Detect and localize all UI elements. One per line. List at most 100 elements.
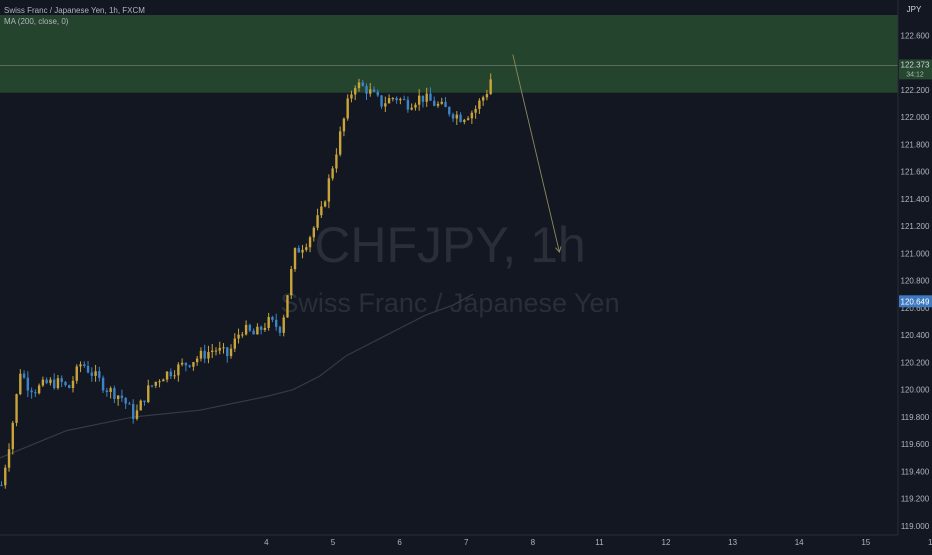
candle[interactable] xyxy=(338,126,342,157)
candle[interactable] xyxy=(83,361,86,368)
candle[interactable] xyxy=(459,112,462,123)
candle[interactable] xyxy=(173,370,176,380)
candle[interactable] xyxy=(86,360,90,374)
candle[interactable] xyxy=(267,312,270,331)
candle[interactable] xyxy=(113,385,116,404)
candle[interactable] xyxy=(169,368,173,379)
candle[interactable] xyxy=(357,78,361,92)
candle[interactable] xyxy=(37,383,41,395)
candle[interactable] xyxy=(470,110,474,124)
candle[interactable] xyxy=(132,399,135,424)
candle[interactable] xyxy=(271,315,274,323)
candle[interactable] xyxy=(180,358,184,367)
candle[interactable] xyxy=(451,112,455,122)
candle[interactable] xyxy=(252,328,255,335)
candle[interactable] xyxy=(79,361,82,373)
candle[interactable] xyxy=(395,96,398,104)
candle[interactable] xyxy=(372,86,376,93)
candle[interactable] xyxy=(323,200,327,208)
candle[interactable] xyxy=(365,83,368,100)
candle[interactable] xyxy=(233,333,236,353)
candle[interactable] xyxy=(30,387,33,399)
candle[interactable] xyxy=(327,174,331,209)
candle[interactable] xyxy=(406,96,410,113)
candle[interactable] xyxy=(282,314,285,337)
candle[interactable] xyxy=(263,322,267,332)
candle[interactable] xyxy=(124,397,127,409)
candle[interactable] xyxy=(11,420,14,455)
candle[interactable] xyxy=(369,83,372,97)
candle[interactable] xyxy=(278,325,282,337)
candle[interactable] xyxy=(312,226,316,242)
candle[interactable] xyxy=(109,386,112,399)
candle[interactable] xyxy=(342,117,346,137)
candle[interactable] xyxy=(402,95,406,101)
candle[interactable] xyxy=(98,366,101,382)
legend-indicator[interactable]: MA (200, close, 0) xyxy=(4,17,69,26)
candle[interactable] xyxy=(22,370,26,379)
candle[interactable] xyxy=(485,89,489,101)
candle[interactable] xyxy=(478,98,481,114)
candle[interactable] xyxy=(128,401,131,405)
candle[interactable] xyxy=(64,381,67,387)
candle[interactable] xyxy=(417,89,421,111)
candle[interactable] xyxy=(90,367,94,382)
candle[interactable] xyxy=(256,323,259,335)
candle[interactable] xyxy=(214,347,218,356)
candle[interactable] xyxy=(308,235,312,253)
candle[interactable] xyxy=(380,95,383,109)
candle[interactable] xyxy=(440,97,443,105)
candle[interactable] xyxy=(34,389,37,398)
candle[interactable] xyxy=(425,87,428,107)
candle[interactable] xyxy=(199,347,203,362)
candle[interactable] xyxy=(222,343,225,354)
candle[interactable] xyxy=(293,247,297,272)
candle[interactable] xyxy=(466,116,470,121)
candle[interactable] xyxy=(376,89,379,98)
candle[interactable] xyxy=(346,94,349,121)
candle[interactable] xyxy=(237,328,240,344)
candle[interactable] xyxy=(244,320,248,336)
candle[interactable] xyxy=(94,364,97,382)
candle[interactable] xyxy=(45,377,48,385)
candle[interactable] xyxy=(101,375,105,393)
candle[interactable] xyxy=(274,313,278,331)
price-axis[interactable]: 122.600 122.200 122.000 121.800 121.600 121.4… xyxy=(901,31,930,531)
candle[interactable] xyxy=(68,384,71,389)
candle[interactable] xyxy=(481,95,485,106)
candle[interactable] xyxy=(226,346,229,363)
candle[interactable] xyxy=(41,376,45,387)
candle[interactable] xyxy=(188,364,191,369)
candle[interactable] xyxy=(154,381,157,389)
candle[interactable] xyxy=(229,344,233,359)
candle[interactable] xyxy=(162,378,165,382)
candle[interactable] xyxy=(147,379,150,404)
candle[interactable] xyxy=(211,344,214,359)
candle[interactable] xyxy=(399,97,402,105)
candle[interactable] xyxy=(120,389,124,402)
candle[interactable] xyxy=(165,371,169,383)
candle[interactable] xyxy=(414,102,417,111)
candle[interactable] xyxy=(177,362,180,382)
candle[interactable] xyxy=(331,166,334,181)
candle[interactable] xyxy=(354,85,357,101)
candle[interactable] xyxy=(410,103,413,111)
candle[interactable] xyxy=(4,464,7,489)
candle[interactable] xyxy=(7,443,11,472)
candle[interactable] xyxy=(0,481,3,487)
candle[interactable] xyxy=(116,395,120,406)
candle[interactable] xyxy=(429,87,432,101)
candle[interactable] xyxy=(474,105,477,119)
candle[interactable] xyxy=(184,362,188,372)
candle[interactable] xyxy=(150,385,154,388)
candle[interactable] xyxy=(19,369,22,396)
forecast-arrow-line[interactable] xyxy=(512,54,560,253)
candle[interactable] xyxy=(433,96,436,107)
candle[interactable] xyxy=(320,200,323,219)
candle[interactable] xyxy=(75,364,78,384)
candle[interactable] xyxy=(26,371,30,398)
candle[interactable] xyxy=(335,148,338,173)
candle[interactable] xyxy=(218,341,221,355)
